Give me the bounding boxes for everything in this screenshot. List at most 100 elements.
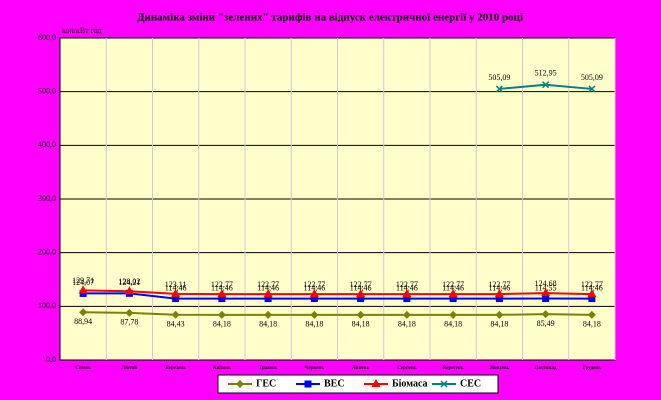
data-label: 84,18 (444, 320, 462, 329)
marker (171, 288, 181, 297)
legend-label: Біомаса (392, 378, 428, 389)
data-label: 122,77 (303, 280, 325, 289)
data-label: 123,11 (165, 280, 187, 289)
data-label: 114,46 (304, 283, 326, 292)
marker (449, 310, 458, 319)
data-label: 122,77 (442, 280, 464, 289)
data-label: 124,68 (535, 279, 557, 288)
y-tick-label: 100,0 (38, 301, 56, 310)
marker (236, 380, 244, 388)
data-label: 87,78 (120, 318, 138, 327)
marker (542, 81, 550, 89)
data-label: 128,02 (118, 277, 140, 286)
data-label: 114,46 (581, 283, 603, 292)
marker (448, 289, 458, 298)
data-label: 122,77 (211, 280, 233, 289)
marker (356, 310, 365, 319)
marker (403, 295, 411, 303)
data-label: 114,46 (396, 283, 418, 292)
data-label: 114,46 (211, 283, 233, 292)
data-label: 114,46 (442, 283, 464, 292)
data-label: 114,55 (535, 283, 557, 292)
x-tick-label: Лютий (122, 366, 138, 371)
y-tick-label: 400,0 (38, 140, 56, 149)
marker (440, 380, 448, 388)
x-tick-label: Квітень (213, 366, 231, 371)
x-tick-label: Вересень (443, 366, 464, 371)
y-axis-label: коп/кВт год (62, 26, 102, 35)
series-line (83, 292, 592, 300)
data-label: 505,09 (488, 73, 510, 82)
data-label: 84,43 (167, 320, 185, 329)
marker (304, 380, 312, 388)
marker (310, 310, 319, 319)
data-label: 84,18 (490, 320, 508, 329)
data-label: 124,07 (72, 278, 94, 287)
y-tick-label: 300,0 (38, 194, 56, 203)
marker (357, 295, 365, 303)
data-label: 124,21 (118, 278, 140, 287)
marker (587, 289, 597, 298)
x-tick-label: Березень (165, 366, 186, 371)
marker (78, 285, 88, 294)
x-tick-label: Серпень (397, 366, 417, 371)
y-tick-label: 0,0 (46, 355, 56, 364)
marker (124, 286, 134, 295)
data-label: 84,18 (583, 320, 601, 329)
data-label: 505,09 (581, 73, 603, 82)
x-tick-label: Листопад (535, 366, 557, 371)
data-label: 129,71 (72, 276, 94, 285)
marker (218, 295, 226, 303)
marker (402, 289, 412, 298)
data-label: 85,49 (537, 319, 555, 328)
data-label: 84,18 (259, 320, 277, 329)
marker (588, 85, 596, 93)
data-label: 122,77 (488, 280, 510, 289)
x-tick-label: Червень (305, 366, 324, 371)
marker (541, 288, 551, 297)
legend-label: СЕС (460, 378, 481, 389)
legend-label: ВЕС (324, 378, 345, 389)
x-tick-label: Грудень (583, 366, 601, 371)
data-label: 512,95 (535, 69, 557, 78)
marker (587, 310, 596, 319)
data-label: 84,18 (213, 320, 231, 329)
data-label: 122,77 (350, 280, 372, 289)
data-label: 122,77 (257, 280, 279, 289)
marker (495, 85, 503, 93)
marker (310, 295, 318, 303)
legend-label: ГЕС (256, 378, 276, 389)
marker (495, 310, 504, 319)
y-tick-label: 600,0 (38, 33, 56, 42)
marker (356, 289, 366, 298)
data-label: 114,46 (257, 283, 279, 292)
x-tick-label: Липень (352, 366, 370, 371)
marker (217, 289, 227, 298)
series-line (83, 289, 592, 296)
legend (217, 374, 499, 394)
x-tick-label: Січень (75, 366, 91, 371)
marker (309, 289, 319, 298)
data-label: 122,77 (581, 280, 603, 289)
marker (495, 295, 503, 303)
x-tick-label: Травень (259, 366, 278, 371)
marker (264, 295, 272, 303)
marker (402, 310, 411, 319)
marker (125, 308, 134, 317)
marker (217, 310, 226, 319)
y-tick-label: 200,0 (38, 247, 56, 256)
series-line (83, 311, 592, 316)
data-label: 88,94 (74, 317, 92, 326)
marker (449, 295, 457, 303)
marker (79, 308, 88, 317)
marker (541, 310, 550, 319)
marker (171, 310, 180, 319)
marker (542, 295, 550, 303)
y-tick-label: 500,0 (38, 86, 56, 95)
data-label: 114,46 (350, 283, 372, 292)
marker (588, 295, 596, 303)
data-label: 84,18 (352, 320, 370, 329)
marker (172, 295, 180, 303)
